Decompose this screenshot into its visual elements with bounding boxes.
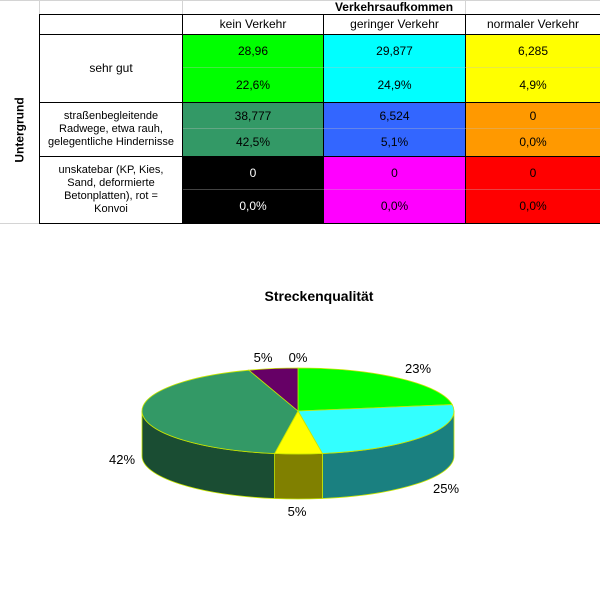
column-header-geringer-verkehr: geringer Verkehr	[350, 17, 439, 31]
cell-abs-r1-c3: 6,285	[466, 35, 600, 68]
cell-abs-r3-c3: 0	[466, 157, 600, 190]
pie-label-6: 0%	[289, 350, 308, 365]
pie-chart: Streckenqualität 23% 25% 5% 42% 5% 0%	[0, 224, 600, 594]
cell-abs-r2-c1: 38,777	[183, 103, 323, 129]
cell-pct-r3-c3: 0,0%	[466, 190, 600, 223]
pie-slice-1	[297, 367, 453, 412]
pie-chart-svg: Streckenqualität 23% 25% 5% 42% 5% 0%	[109, 288, 459, 519]
chart-title: Streckenqualität	[265, 288, 374, 304]
pie-label-5: 5%	[254, 350, 273, 365]
cell-abs-r2-c2: 6,524	[324, 103, 465, 129]
cell-abs-r1-c1: 28,96	[183, 35, 323, 68]
cell-pct-r2-c2: 5,1%	[324, 129, 465, 156]
header-verkehrsaufkommen: Verkehrsaufkommen	[334, 0, 454, 14]
pie-slice-4	[141, 369, 299, 454]
cell-pct-r1-c3: 4,9%	[466, 68, 600, 102]
pie-top	[141, 367, 455, 455]
cell-pct-r2-c1: 42,5%	[183, 129, 323, 156]
spreadsheet-table: Verkehrsaufkommen kein Verkehr geringer …	[0, 0, 600, 224]
cell-abs-r2-c3: 0	[466, 103, 600, 129]
cell-abs-r1-c2: 29,877	[324, 35, 465, 68]
row-group-label: Untergrund	[13, 96, 28, 163]
column-header-normaler-verkehr: normaler Verkehr	[486, 17, 580, 31]
row-group-untergrund: Untergrund	[0, 35, 40, 224]
pie-label-3: 5%	[288, 504, 307, 519]
cell-pct-r1-c1: 22,6%	[183, 68, 323, 102]
pie-slice-5	[247, 367, 299, 412]
cell-abs-r3-c1: 0	[183, 157, 323, 190]
row-label-sehr-gut: sehr gut	[89, 61, 133, 75]
row-label-strassenbegleitende-radwege: straßenbegleitende Radwege, etwa rauh, g…	[48, 110, 174, 148]
pie-side-3	[274, 453, 323, 500]
cell-abs-r3-c2: 0	[324, 157, 465, 190]
pie-slice-2	[297, 404, 455, 454]
pie-label-2: 25%	[433, 481, 459, 496]
cell-pct-r2-c3: 0,0%	[466, 129, 600, 156]
cell-pct-r3-c2: 0,0%	[324, 190, 465, 223]
pie-label-4: 42%	[109, 452, 135, 467]
row-label-unskatebar: unskatebar (KP, Kies, Sand, deformierte …	[58, 164, 164, 215]
pie-label-1: 23%	[405, 361, 431, 376]
cell-pct-r1-c2: 24,9%	[324, 68, 465, 102]
cell-pct-r3-c1: 0,0%	[183, 190, 323, 223]
column-header-kein-verkehr: kein Verkehr	[219, 17, 287, 31]
pie-labels: 23% 25% 5% 42% 5% 0%	[109, 350, 459, 519]
